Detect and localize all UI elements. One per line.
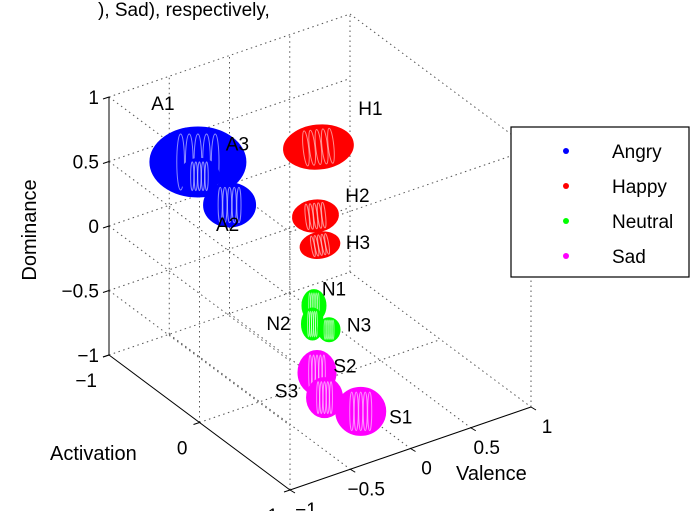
- x-tick-label: 0: [421, 459, 432, 480]
- point-mesh-line: [226, 186, 233, 224]
- point-mesh-line: [320, 128, 329, 165]
- legend-label-sad: Sad: [612, 247, 646, 268]
- z-tick-label: 0.5: [73, 153, 99, 174]
- x-tick-label: −1: [295, 500, 317, 511]
- point-label-n3: N3: [347, 316, 371, 337]
- y-axis-label: Activation: [50, 443, 137, 465]
- x-tick-mark: [289, 489, 296, 494]
- point-label-s3: S3: [275, 382, 298, 403]
- legend-marker-angry: [563, 148, 569, 154]
- point-h2: [292, 199, 339, 233]
- z-axis-label: Dominance: [19, 179, 41, 280]
- point-mesh-line: [314, 310, 318, 338]
- y-tick-label: 1: [267, 506, 278, 511]
- z-tick-mark: [102, 354, 110, 358]
- z-tick-mark: [102, 290, 110, 293]
- legend-label-neutral: Neutral: [612, 212, 673, 233]
- point-mesh-line: [331, 319, 335, 340]
- grid-line: [108, 290, 291, 426]
- x-tick-mark: [470, 427, 477, 432]
- point-mesh-line: [176, 133, 185, 191]
- point-label-a2: A2: [216, 215, 239, 236]
- x-axis-label: Valence: [456, 463, 527, 485]
- point-mesh-line: [222, 186, 228, 224]
- z-tick-mark: [102, 225, 110, 229]
- point-a2: [203, 182, 257, 228]
- x-tick-mark: [349, 468, 356, 473]
- z-tick-label: −0.5: [61, 282, 99, 303]
- x-tick-label: 0.5: [474, 438, 500, 459]
- z-tick-label: −1: [77, 346, 99, 367]
- point-mesh-line: [324, 233, 330, 255]
- y-tick-mark: [193, 422, 200, 425]
- legend: Angry Happy Neutral Sad: [510, 126, 690, 278]
- point-mesh-line: [302, 130, 310, 167]
- legend-marker-happy: [563, 183, 569, 189]
- point-mesh-line: [329, 381, 333, 415]
- x-tick-label: 1: [542, 417, 553, 438]
- point-mesh-line: [314, 129, 323, 166]
- point-mesh-line: [236, 186, 242, 224]
- point-label-n1: N1: [322, 280, 346, 301]
- point-label-n2: N2: [266, 314, 290, 335]
- y-tick-label: 0: [177, 439, 188, 460]
- point-mesh-line: [320, 201, 327, 229]
- data-marks: [149, 124, 387, 436]
- legend-marker-sad: [563, 253, 569, 259]
- y-tick-mark: [283, 489, 291, 493]
- point-s1: [335, 386, 387, 436]
- point-label-h1: H1: [358, 99, 382, 120]
- point-label-h3: H3: [346, 233, 370, 254]
- point-mesh-line: [327, 127, 335, 164]
- point-mesh-line: [367, 391, 373, 432]
- z-tick-mark: [102, 161, 110, 164]
- point-n3: [317, 317, 341, 343]
- point-label-s2: S2: [333, 357, 356, 378]
- point-s3: [306, 377, 344, 419]
- box-edge: [349, 13, 532, 150]
- z-tick-label: 1: [88, 88, 99, 109]
- y-tick-label: −1: [75, 371, 97, 392]
- point-a3: [178, 157, 220, 195]
- box-edge: [108, 13, 351, 98]
- point-h1: [283, 124, 354, 170]
- legend-label-happy: Happy: [612, 177, 667, 198]
- caption-fragment: ), Sad), respectively,: [98, 0, 270, 21]
- box-edge: [349, 271, 532, 408]
- point-h3: [299, 231, 341, 259]
- point-mesh-line: [308, 129, 317, 166]
- point-label-a1: A1: [151, 94, 174, 115]
- point-label-a3: A3: [226, 134, 249, 155]
- point-label-h2: H2: [345, 186, 369, 207]
- point-mesh-line: [231, 186, 237, 224]
- point-mesh-line: [217, 186, 223, 224]
- legend-box: [510, 126, 690, 278]
- x-tick-label: −0.5: [347, 479, 385, 500]
- point-label-s1: S1: [389, 407, 412, 428]
- legend-label-angry: Angry: [612, 142, 662, 163]
- z-tick-mark: [102, 96, 110, 100]
- x-tick-mark: [530, 406, 537, 411]
- x-tick-mark: [410, 448, 416, 452]
- point-labels: A1 A2 A3 H1 H2 H3 N1 N2 N3 S1 S2 S3: [151, 94, 412, 428]
- axis-ticks: −1 −0.5 0 0.5 1 −1 0 1 −1 −0.5 0 0.5 1: [61, 88, 552, 511]
- z-tick-label: 0: [88, 217, 99, 238]
- legend-marker-neutral: [563, 218, 569, 224]
- point-mesh-line: [204, 161, 209, 192]
